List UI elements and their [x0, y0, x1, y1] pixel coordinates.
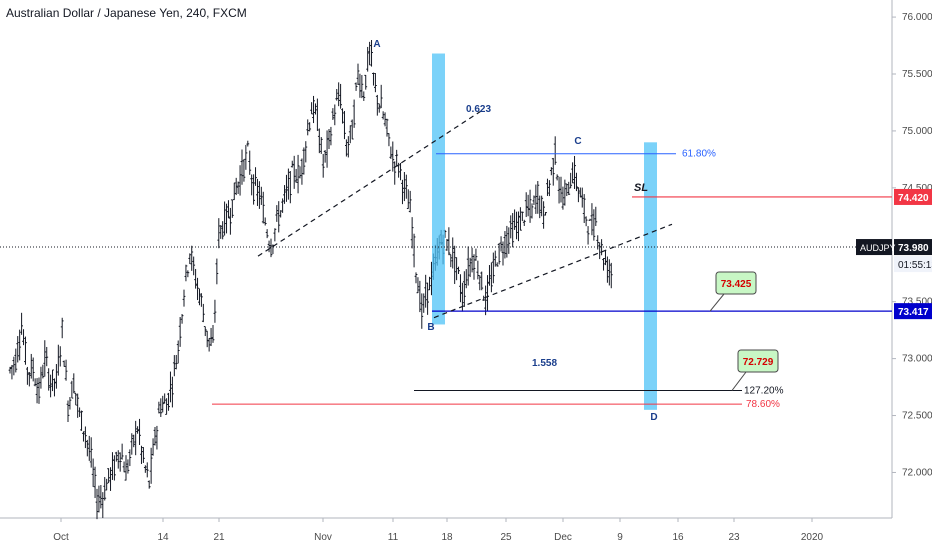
x-tick-label: Oct [53, 532, 69, 543]
target1-callout-text: 73.425 [721, 279, 752, 290]
y-tick-label: 74.500 [902, 183, 932, 194]
y-tick-label: 75.000 [902, 126, 932, 137]
y-tick-label: 73.500 [902, 297, 932, 308]
x-tick-label: 23 [728, 532, 740, 543]
fib-786-label: 78.60% [746, 399, 780, 410]
x-tick-label: 18 [441, 532, 453, 543]
current-price-tag-text: 73.980 [898, 243, 929, 254]
support-price-tag-bg [894, 303, 932, 320]
support-price-tag-text: 73.417 [898, 307, 929, 318]
ticker-tag-text: AUDJPY [860, 243, 896, 253]
sl-price-tag-text: 74.420 [898, 193, 929, 204]
ratio-ab-label: 0.623 [466, 104, 491, 115]
pattern-point-label: B [427, 322, 434, 333]
x-tick-label: Dec [554, 532, 572, 543]
x-tick-label: 11 [388, 532, 399, 543]
countdown-bg [894, 256, 932, 273]
current-price-tag-bg [894, 239, 932, 256]
pattern-point-label: C [574, 136, 581, 147]
y-tick-label: 72.500 [902, 411, 932, 422]
x-tick-label: 2020 [801, 532, 824, 543]
sl-price-tag-bg [894, 188, 932, 205]
highlight-band-b [432, 53, 445, 325]
chart-title: Australian Dollar / Japanese Yen, 240, F… [6, 6, 247, 20]
trendline-lower [433, 223, 673, 319]
x-tick-label: 9 [617, 532, 623, 543]
fib-618-label: 61.80% [682, 149, 716, 160]
x-tick-label: Nov [314, 532, 332, 543]
x-tick-label: 16 [672, 532, 684, 543]
x-tick-label: 21 [213, 532, 225, 543]
target2-callout-box [737, 349, 779, 373]
target1-callout-box [715, 271, 757, 295]
fib-1272-label: 127.20% [744, 385, 784, 396]
target2-callout-text: 72.729 [743, 357, 774, 368]
sl-label: SL [634, 182, 648, 194]
y-tick-label: 75.500 [902, 69, 932, 80]
countdown-text: 01:55:13 [898, 260, 932, 271]
ticker-tag-bg [856, 239, 892, 256]
target2-callout-pointer [731, 371, 747, 391]
x-tick-label: 14 [157, 532, 169, 543]
ratio-cd-label: 1.558 [532, 358, 557, 369]
pattern-point-label: A [373, 39, 380, 50]
y-tick-label: 72.000 [902, 467, 932, 478]
x-tick-label: 25 [500, 532, 512, 543]
highlight-band-d [644, 142, 657, 410]
y-tick-label: 73.000 [902, 354, 932, 365]
y-tick-label: 76.000 [902, 12, 932, 23]
pattern-point-label: D [650, 412, 657, 423]
target1-callout-pointer [709, 293, 725, 312]
